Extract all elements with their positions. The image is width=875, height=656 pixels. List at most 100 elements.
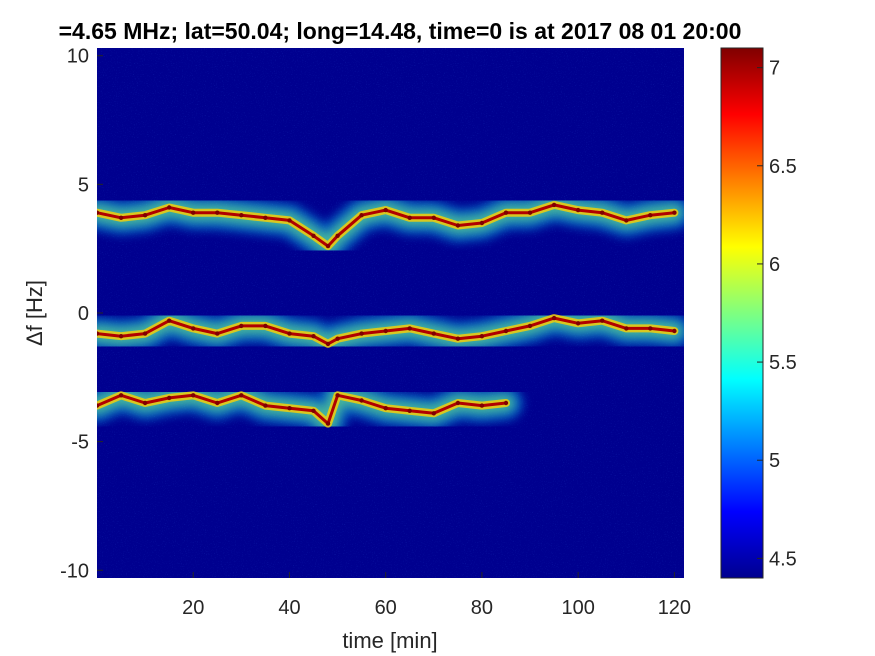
ridge-point	[239, 323, 244, 329]
colorbar-ticks: 7 6.5 6 5.5 5 4.5	[757, 58, 797, 570]
ridge-point	[503, 400, 509, 406]
ridge-point	[191, 210, 196, 215]
ridge-point	[142, 213, 148, 218]
ridge-point	[191, 326, 196, 331]
ridge-point	[600, 318, 605, 323]
x-tick-label: 20	[182, 597, 204, 619]
ridge-point	[167, 205, 172, 210]
ridge-point	[551, 202, 557, 208]
x-tick-label: 80	[471, 597, 493, 619]
ridge-point	[191, 393, 196, 398]
ridge-point	[335, 233, 340, 238]
colorbar: 7 6.5 6 5.5 5 4.5	[720, 47, 797, 579]
ridge-point	[672, 328, 677, 334]
ridge-point	[503, 328, 509, 334]
ridge-point	[624, 218, 629, 223]
ridge-point	[325, 421, 331, 426]
ridge-point	[479, 403, 485, 408]
colorbar-tick-label: 7	[769, 58, 780, 80]
ridge-point	[527, 323, 533, 329]
ridge-point	[142, 400, 148, 406]
ridge-point	[383, 207, 388, 213]
ridge-point	[142, 331, 148, 336]
x-tick-label: 100	[561, 597, 594, 619]
ridge-point	[325, 341, 331, 347]
ridge-point	[263, 403, 268, 408]
ridge-point	[455, 400, 461, 406]
ridge-point	[118, 334, 124, 339]
ridge-point	[383, 328, 388, 334]
ridge-point	[455, 336, 461, 341]
ridge-point	[215, 331, 220, 336]
ridge-point	[575, 321, 581, 326]
x-tick-label: 120	[658, 597, 691, 619]
ridge-point	[407, 326, 412, 331]
ridge-point	[215, 210, 220, 215]
y-tick-label: 5	[78, 174, 89, 196]
ridge-point	[479, 334, 485, 339]
ridge-point	[359, 213, 364, 218]
ridge-point	[167, 395, 172, 401]
y-tick-label: -10	[60, 560, 89, 582]
ridge-point	[97, 403, 100, 408]
x-axis-label: time [min]	[342, 628, 437, 653]
y-tick-label: -5	[71, 432, 89, 454]
ridge-point	[287, 218, 292, 223]
ridge-point	[97, 331, 100, 336]
ridge-point	[575, 207, 581, 213]
ridge-point	[359, 331, 364, 336]
ridge-point	[263, 215, 268, 220]
ridge-point	[215, 400, 220, 406]
ridge-point	[359, 398, 364, 403]
ridge-point	[239, 393, 244, 398]
y-tick-label: 10	[67, 46, 89, 68]
plot-area	[97, 48, 684, 578]
ridge-point	[672, 210, 677, 215]
ridge-point	[335, 393, 340, 398]
ridge-point	[287, 331, 292, 336]
colorbar-tick-label: 5	[769, 450, 780, 472]
ridge-point	[407, 408, 412, 413]
ridge-point	[527, 210, 533, 215]
ridge-point	[167, 318, 172, 323]
colorbar-tick-label: 5.5	[769, 352, 797, 374]
x-tick-label: 60	[375, 597, 397, 619]
colorbar-tick-label: 6.5	[769, 156, 797, 178]
chart-title: =4.65 MHz; lat=50.04; long=14.48, time=0…	[59, 18, 742, 44]
ridge-point	[600, 210, 605, 215]
y-axis-ticks: 10 5 0 -5 -10	[60, 46, 103, 582]
ridge-point	[287, 406, 292, 411]
y-axis-label: Δf [Hz]	[22, 280, 47, 346]
ridge-point	[263, 323, 268, 329]
ridge-point	[431, 331, 436, 336]
ridge-point	[648, 213, 653, 218]
colorbar-tick-label: 4.5	[769, 548, 797, 570]
y-tick-label: 0	[78, 303, 89, 325]
ridge-point	[311, 233, 316, 238]
ridge-point	[503, 210, 509, 215]
ridge-point	[479, 220, 485, 226]
ridge-lines	[97, 202, 677, 426]
ridge-point	[431, 215, 436, 220]
ridge-point	[551, 315, 557, 321]
x-axis-ticks: 20 40 60 80 100 120	[182, 572, 691, 619]
colorbar-tick-label: 6	[769, 254, 780, 276]
ridge-point	[118, 215, 124, 220]
ridge-point	[648, 326, 653, 331]
ridge-point	[335, 336, 340, 341]
ridge-line	[97, 203, 676, 248]
x-tick-label: 40	[278, 597, 300, 619]
ridge-point	[624, 326, 629, 331]
ridge-point	[239, 213, 244, 218]
ridge-point	[407, 215, 412, 220]
ridge-point	[97, 210, 100, 215]
ridge-point	[383, 406, 388, 411]
ridge-line	[97, 316, 676, 346]
ridge-point	[118, 393, 124, 398]
colorbar-gradient	[720, 47, 764, 579]
ridge-point	[431, 411, 436, 416]
ridge-point	[311, 408, 316, 413]
ridge-point	[455, 223, 461, 228]
ridge-point	[311, 334, 316, 339]
